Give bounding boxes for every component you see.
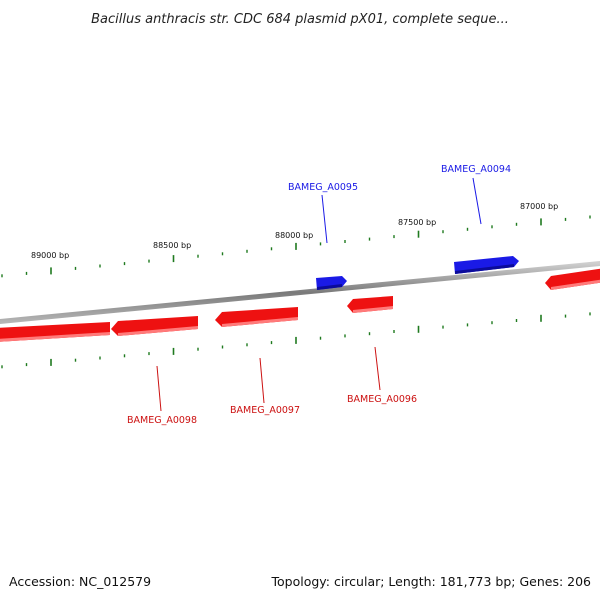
gene-arrow-BAMEG_A0098[interactable] bbox=[111, 316, 198, 336]
gene-arrow-BAMEG_A0097[interactable] bbox=[215, 307, 298, 327]
gene-arrow-shade-BAMEG_A0096 bbox=[353, 306, 393, 313]
scale-label-87000: 87000 bp bbox=[520, 202, 558, 211]
scale-label-89000: 89000 bp bbox=[31, 251, 69, 260]
accession-label: Accession: NC_012579 bbox=[9, 574, 151, 589]
plasmid-backbone bbox=[0, 260, 600, 325]
gene-BAMEG_A0096[interactable]: BAMEG_A0096 bbox=[347, 296, 417, 405]
gene-arrow-shade-BAMEG_A0095 bbox=[317, 284, 342, 290]
scale-label-88000: 88000 bp bbox=[275, 231, 313, 240]
gene-partial-right[interactable] bbox=[545, 268, 600, 290]
gene-arrow-partial-left[interactable] bbox=[0, 322, 110, 342]
gene-label-BAMEG_A0094[interactable]: BAMEG_A0094 bbox=[441, 164, 511, 175]
scale-ticks-inner bbox=[1, 312, 591, 369]
gene-arrow-shade-BAMEG_A0094 bbox=[455, 264, 514, 274]
gene-arrow-shade-partial-right bbox=[551, 279, 600, 290]
map-title: Bacillus anthracis str. CDC 684 plasmid … bbox=[91, 12, 509, 27]
gene-BAMEG_A0095[interactable]: BAMEG_A0095 bbox=[288, 182, 358, 290]
gene-BAMEG_A0094[interactable]: BAMEG_A0094 bbox=[441, 164, 519, 274]
gene-BAMEG_A0098[interactable]: BAMEG_A0098 bbox=[111, 316, 198, 426]
scale-label-87500: 87500 bp bbox=[398, 218, 436, 227]
gene-callout-line-BAMEG_A0097 bbox=[259, 357, 265, 404]
gene-label-BAMEG_A0095[interactable]: BAMEG_A0095 bbox=[288, 182, 358, 193]
gene-callout-line-BAMEG_A0098 bbox=[156, 365, 162, 412]
scale-labels: 89000 bp 88500 bp 88000 bp 87500 bp 8700… bbox=[31, 202, 558, 260]
gene-label-BAMEG_A0098[interactable]: BAMEG_A0098 bbox=[127, 415, 197, 426]
gene-callout-line-BAMEG_A0096 bbox=[374, 346, 381, 391]
gene-partial-left[interactable] bbox=[0, 322, 110, 342]
gene-label-BAMEG_A0097[interactable]: BAMEG_A0097 bbox=[230, 405, 300, 416]
gene-arrow-shade-partial-left bbox=[0, 332, 110, 342]
gene-callout-line-BAMEG_A0094 bbox=[472, 177, 482, 225]
map-summary: Topology: circular; Length: 181,773 bp; … bbox=[271, 574, 592, 589]
gene-arrow-shade-BAMEG_A0097 bbox=[222, 317, 298, 327]
gene-BAMEG_A0097[interactable]: BAMEG_A0097 bbox=[215, 307, 300, 416]
gene-callout-line-BAMEG_A0095 bbox=[321, 194, 328, 244]
scale-label-88500: 88500 bp bbox=[153, 241, 191, 250]
gene-label-BAMEG_A0096[interactable]: BAMEG_A0096 bbox=[347, 394, 417, 405]
gene-arrow-shade-BAMEG_A0098 bbox=[118, 326, 198, 336]
scale-ticks-outer bbox=[1, 215, 591, 278]
